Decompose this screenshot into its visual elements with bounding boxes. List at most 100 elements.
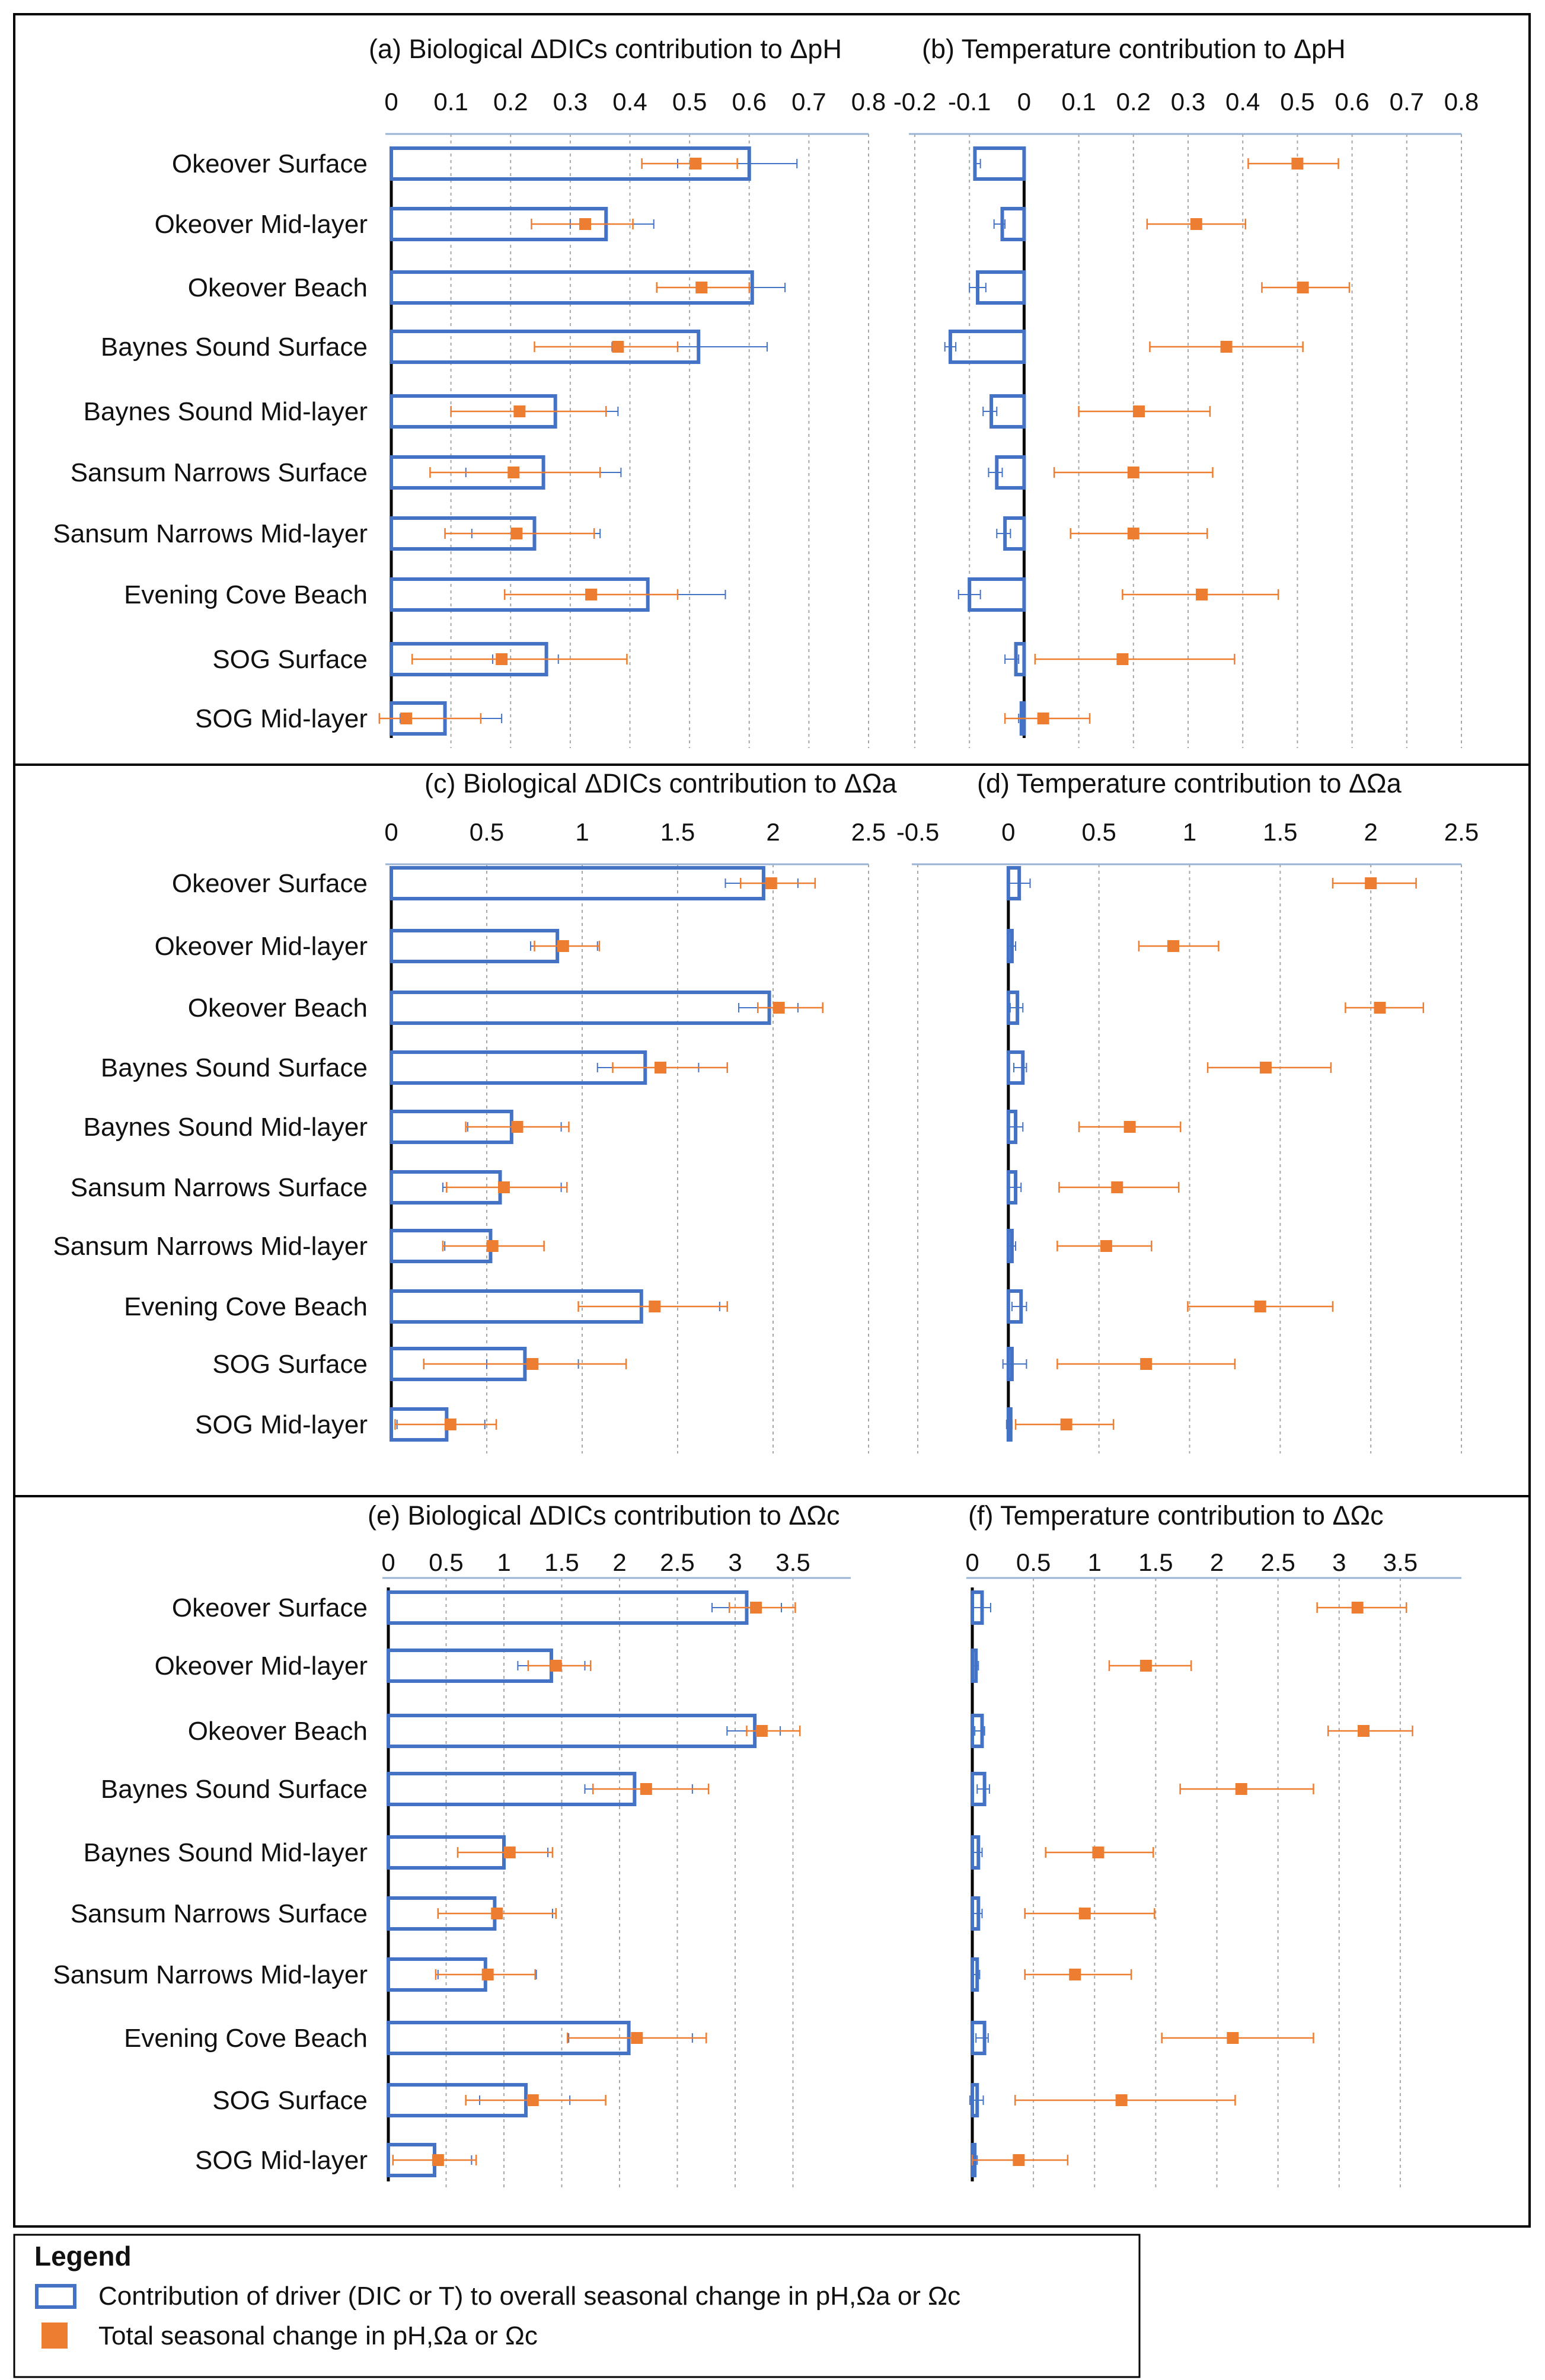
total-marker — [1254, 1301, 1266, 1312]
total-marker — [765, 877, 777, 889]
row-label: Sansum Narrows Mid-layer — [53, 1960, 368, 1989]
legend-driver-label: Contribution of driver (DIC or T) to ove… — [98, 2282, 960, 2311]
legend-total-swatch — [42, 2323, 68, 2349]
row-label: SOG Surface — [212, 645, 368, 674]
total-marker — [1115, 2094, 1128, 2106]
total-marker — [649, 1301, 661, 1312]
row-label: Okeover Beach — [188, 1717, 368, 1746]
total-marker — [507, 467, 520, 478]
row-label: Okeover Mid-layer — [155, 932, 368, 961]
tick-label: 3 — [1332, 1548, 1346, 1576]
total-marker — [1060, 1419, 1072, 1430]
total-marker — [1291, 158, 1304, 170]
total-marker — [1358, 1725, 1370, 1737]
total-marker — [1220, 341, 1233, 353]
total-marker — [585, 589, 598, 600]
total-marker — [526, 1358, 539, 1370]
row-label: Evening Cove Beach — [124, 1292, 368, 1321]
total-marker — [513, 405, 526, 417]
total-marker — [550, 1660, 562, 1672]
total-marker — [557, 940, 569, 952]
chart-title: (a) Biological ΔDICs contribution to ΔpH — [369, 34, 842, 64]
tick-label: -0.2 — [893, 88, 936, 116]
tick-label: 1 — [1088, 1548, 1102, 1576]
tick-label: 0 — [1001, 818, 1015, 846]
total-marker — [1069, 1969, 1081, 1980]
total-marker — [481, 1969, 494, 1980]
chart-panel-a: (a) Biological ΔDICs contribution to ΔpH… — [53, 34, 886, 748]
legend-total-label: Total seasonal change in pH,Ωa or Ωc — [98, 2321, 538, 2350]
tick-label: 0.4 — [612, 88, 647, 116]
total-marker — [1078, 1908, 1091, 1919]
chart-panel-d: (d) Temperature contribution to ΔΩa -0.5 0… — [896, 768, 1479, 1453]
tick-label: -0.5 — [896, 818, 939, 846]
driver-bar — [387, 1714, 757, 1748]
row-label: Okeover Surface — [172, 869, 368, 898]
chart-panel-b: (b) Temperature contribution to ΔpH -0.2-… — [893, 34, 1479, 748]
row-label: Sansum Narrows Surface — [71, 458, 368, 487]
total-marker — [497, 1181, 510, 1193]
total-marker — [491, 1908, 503, 1919]
driver-bar — [948, 330, 1026, 364]
tick-label: 0.3 — [553, 88, 588, 116]
tick-label: 2.5 — [1444, 818, 1479, 846]
tick-label: 3.5 — [775, 1548, 810, 1576]
tick-label: 0 — [384, 88, 398, 116]
tick-label: 1 — [1183, 818, 1196, 846]
tick-label: 2.5 — [660, 1548, 694, 1576]
tick-label: 3 — [728, 1548, 742, 1576]
total-marker — [400, 713, 413, 724]
total-marker — [1235, 1783, 1247, 1795]
total-marker — [1365, 877, 1377, 889]
total-marker — [631, 2032, 643, 2044]
total-marker — [772, 1002, 785, 1014]
tick-label: 1 — [497, 1548, 510, 1576]
total-marker — [1116, 653, 1129, 665]
row-label: Okeover Beach — [188, 993, 368, 1023]
row-label: SOG Mid-layer — [195, 704, 368, 733]
chart-title: (e) Biological ΔDICs contribution to ΔΩc — [368, 1500, 840, 1531]
total-marker — [503, 1847, 516, 1858]
tick-label: 0.5 — [1016, 1548, 1051, 1576]
total-marker — [1139, 1660, 1152, 1672]
total-marker — [689, 158, 702, 170]
tick-label: 0 — [381, 1548, 395, 1576]
total-marker — [1127, 528, 1139, 539]
total-marker — [1196, 589, 1208, 600]
row-label: Evening Cove Beach — [124, 580, 368, 609]
driver-bar — [973, 146, 1026, 181]
total-marker — [510, 528, 523, 539]
row-label: Okeover Mid-layer — [155, 210, 368, 239]
tick-label: -0.1 — [948, 88, 991, 116]
total-marker — [496, 653, 508, 665]
row-label: Evening Cove Beach — [124, 2024, 368, 2053]
legend: Legend Contribution of driver (DIC or T) … — [13, 2234, 1141, 2378]
row-label: SOG Mid-layer — [195, 2146, 368, 2175]
row-label: Okeover Mid-layer — [155, 1651, 368, 1681]
tick-label: 3.5 — [1383, 1548, 1418, 1576]
total-marker — [444, 1419, 457, 1430]
driver-bar — [390, 866, 765, 900]
total-marker — [1227, 2032, 1239, 2044]
chart-title: (c) Biological ΔDICs contribution to ΔΩa — [424, 768, 898, 798]
tick-label: 0 — [965, 1548, 979, 1576]
legend-title: Legend — [34, 2241, 132, 2272]
total-marker — [750, 1602, 762, 1614]
tick-label: 0.8 — [851, 88, 886, 116]
row-label: Baynes Sound Mid-layer — [84, 1838, 368, 1867]
tick-label: 0.6 — [732, 88, 767, 116]
total-marker — [755, 1725, 768, 1737]
chart-panel-e: (e) Biological ΔDICs contribution to ΔΩc… — [53, 1500, 851, 2187]
row-label: Okeover Surface — [172, 149, 368, 178]
tick-label: 2 — [1210, 1548, 1224, 1576]
tick-label: 0.1 — [433, 88, 468, 116]
tick-label: 0.8 — [1444, 88, 1479, 116]
row-label: Baynes Sound Surface — [101, 1775, 368, 1804]
tick-label: 0.5 — [470, 818, 504, 846]
total-marker — [1297, 282, 1309, 293]
total-marker — [1167, 940, 1179, 952]
total-marker — [432, 2154, 444, 2166]
tick-label: 0.4 — [1225, 88, 1260, 116]
total-marker — [640, 1783, 652, 1795]
total-marker — [1374, 1002, 1386, 1014]
